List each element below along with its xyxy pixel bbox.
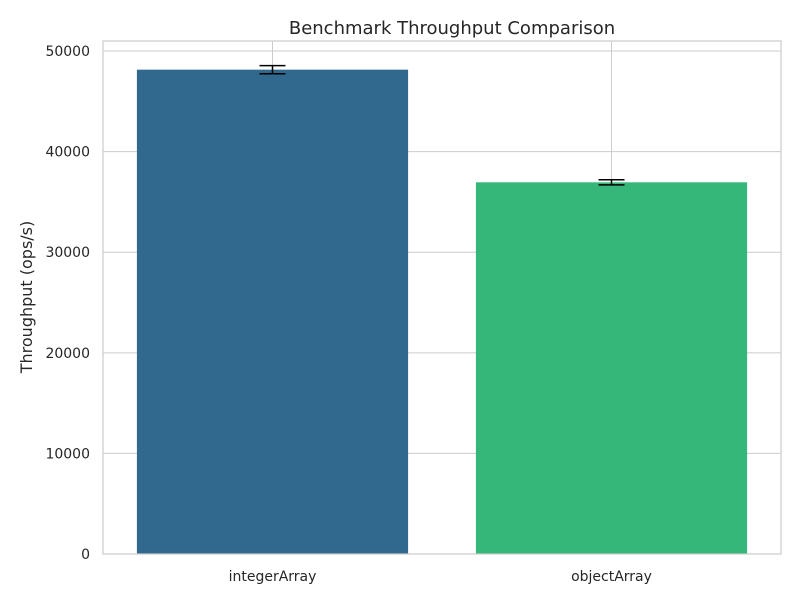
y-tick-label: 30000 (45, 245, 90, 261)
error-bars (259, 64, 625, 186)
y-tick-labels: 0 10000 20000 30000 40000 50000 (45, 44, 90, 563)
y-tick-label: 50000 (45, 44, 90, 60)
y-tick-label: 20000 (45, 346, 90, 362)
y-tick-label: 0 (81, 547, 90, 563)
x-tick-label: objectArray (571, 569, 652, 585)
x-tick-label: integerArray (229, 569, 317, 585)
bar-integerArray (136, 69, 409, 554)
chart-title: Benchmark Throughput Comparison (289, 18, 615, 39)
y-tick-label: 10000 (45, 446, 90, 462)
plot-frame (102, 40, 782, 555)
x-tick-labels: integerArray objectArray (229, 569, 652, 585)
y-axis-title: Throughput (ops/s) (17, 221, 36, 375)
bars (136, 69, 748, 554)
y-tick-label: 40000 (45, 145, 90, 161)
bar-objectArray (475, 182, 748, 554)
